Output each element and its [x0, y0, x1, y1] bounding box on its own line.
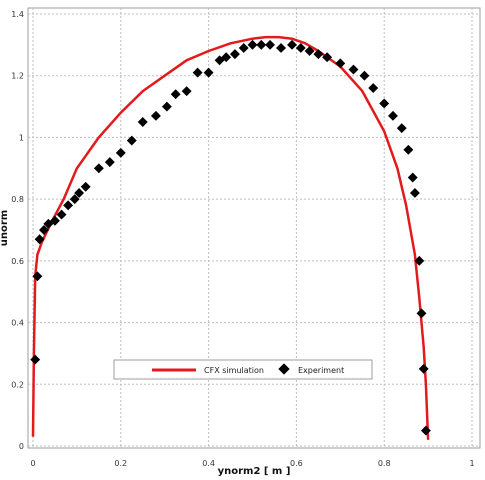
data-point-experiment: [115, 147, 126, 158]
x-tick-labels: 0 0.2 0.4 0.6 0.8 1: [30, 459, 474, 468]
x-axis-title: ynorm2 [ m ]: [218, 466, 291, 477]
data-point-experiment: [34, 234, 45, 245]
legend: CFX simulation Experiment: [113, 359, 373, 380]
y-tick-label: 0.4: [11, 319, 24, 328]
data-point-experiment: [161, 101, 172, 112]
data-point-experiment: [104, 157, 115, 168]
data-point-experiment: [420, 425, 431, 436]
data-point-experiment: [39, 225, 49, 235]
data-point-experiment: [137, 117, 148, 127]
y-tick-label: 1.2: [11, 72, 24, 81]
x-tick-label: 0.2: [114, 459, 127, 468]
x-tick-label: 1: [469, 459, 474, 468]
data-point-experiment: [407, 172, 418, 183]
data-point-experiment: [247, 39, 258, 50]
data-point-experiment: [403, 144, 414, 155]
data-point-experiment: [74, 188, 85, 198]
data-point-experiment: [409, 188, 420, 198]
data-point-experiment: [93, 163, 104, 174]
data-point-experiment: [63, 200, 74, 211]
data-point-experiment: [126, 135, 137, 146]
x-tick-label: 0.4: [202, 459, 215, 468]
y-tick-label: 1.4: [11, 10, 24, 19]
y-axis-title: unorm: [0, 210, 10, 246]
data-point-experiment: [181, 86, 192, 97]
y-tick-label: 0.6: [11, 257, 24, 266]
x-tick-label: 0.8: [378, 459, 391, 468]
data-point-experiment: [414, 255, 425, 266]
data-point-experiment: [416, 308, 427, 319]
plot-area: [27, 7, 481, 449]
data-point-experiment: [229, 49, 240, 60]
legend-label-simulation: CFX simulation: [204, 366, 264, 375]
data-point-experiment: [150, 110, 161, 121]
data-point-experiment: [192, 67, 203, 78]
y-tick-label: 1: [19, 133, 24, 142]
x-tick-label: 0: [30, 459, 35, 468]
data-point-experiment: [69, 194, 80, 205]
y-tick-label: 0.8: [11, 195, 24, 204]
data-point-experiment: [238, 42, 249, 53]
y-tick-label: 0: [19, 442, 24, 451]
data-point-experiment: [56, 209, 67, 220]
y-tick-label: 0.2: [11, 380, 24, 389]
data-point-experiment: [418, 363, 429, 374]
data-point-experiment: [203, 67, 214, 78]
y-tick-labels: 0 0.2 0.4 0.6 0.8 1 1.2 1.4: [11, 10, 24, 451]
data-point-experiment: [221, 52, 232, 63]
legend-box: [113, 359, 373, 380]
grid-lines: [28, 8, 480, 448]
data-point-experiment: [80, 181, 91, 192]
legend-label-experiment: Experiment: [298, 366, 344, 375]
x-tick-label: 0.6: [290, 459, 303, 468]
data-point-experiment: [396, 123, 407, 134]
legend-swatch-experiment: [278, 363, 290, 375]
data-point-experiment: [170, 89, 181, 100]
data-point-experiment: [50, 215, 60, 226]
